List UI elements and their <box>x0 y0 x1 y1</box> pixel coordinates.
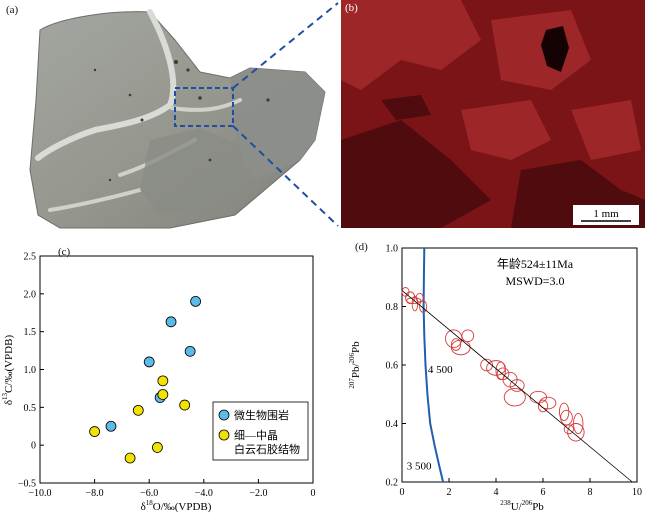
y-tick-label-d: 1.0 <box>386 244 399 255</box>
data-ellipse <box>558 402 570 422</box>
data-ellipse <box>573 412 584 435</box>
x-axis-label-c: δ18O/‰(VPDB) <box>141 499 212 513</box>
rock-speckles <box>93 60 270 182</box>
x-axis-label-d: 238U/206Pb <box>500 499 544 513</box>
zoom-line-bottom <box>232 125 339 227</box>
rock-slab <box>29 11 326 229</box>
x-tick-label-c: −6.0 <box>140 488 158 499</box>
legend-label-dolomite-1: 细—中晶 <box>234 429 278 442</box>
data-ellipse <box>563 424 575 435</box>
rock-right-lobe <box>230 68 325 180</box>
data-ellipse <box>509 379 525 392</box>
x-tick-label-d: 8 <box>588 487 593 498</box>
cl-image: 1 mm <box>341 0 645 228</box>
data-ellipse <box>537 399 549 413</box>
point-microbial <box>184 345 196 357</box>
data-ellipse <box>529 390 547 404</box>
y-tick-label-c: 0 <box>31 441 36 452</box>
legend-box <box>212 401 309 461</box>
x-tick-label-d: 0 <box>400 487 405 498</box>
point-dolomite <box>179 399 191 411</box>
x-tick-label-c: −2.0 <box>249 488 267 499</box>
x-tick-label-d: 4 <box>494 487 499 498</box>
concordia-age-label: 4 500 <box>428 364 453 376</box>
point-dolomite <box>132 404 144 416</box>
point-dolomite <box>157 375 169 387</box>
panel-label-d: (d) <box>355 241 368 253</box>
age-annotation: 年龄524±11Ma <box>497 257 574 271</box>
panel-label-b: (b) <box>345 2 358 14</box>
point-dolomite <box>151 442 163 453</box>
zoom-line-top <box>232 2 339 89</box>
data-ellipse <box>539 396 557 410</box>
y-tick-label-d: 0.6 <box>386 361 399 372</box>
x-tick-label-d: 2 <box>447 487 452 498</box>
legend-label-dolomite-2: 白云石胶结物 <box>234 442 300 456</box>
data-ellipse <box>445 329 463 348</box>
point-dolomite <box>89 426 100 437</box>
data-ellipse <box>461 329 475 343</box>
legend-marker-microbial <box>218 409 230 421</box>
mswd-annotation: MSWD=3.0 <box>505 274 564 288</box>
regression-line <box>401 290 633 483</box>
y-tick-label-c: 1.0 <box>24 365 37 376</box>
x-tick-label-d: 6 <box>541 487 546 498</box>
y-tick-label-d: 0.8 <box>386 302 399 313</box>
y-axis-label-c: δ13C/‰(VPDB) <box>1 335 15 406</box>
data-ellipse <box>567 423 585 442</box>
panel-label-a: (a) <box>6 4 19 16</box>
y-tick-label-c: −0.5 <box>18 479 36 490</box>
y-tick-label-c: 1.5 <box>24 327 37 338</box>
legend-marker-dolomite <box>218 429 230 441</box>
x-tick-label-c: −4.0 <box>195 488 213 499</box>
data-ellipse <box>495 361 506 381</box>
point-microbial <box>190 296 202 307</box>
data-ellipse <box>480 358 493 372</box>
u-pb-concordia-chart: 0 2 4 6 8 10 0.2 0.4 0.6 0.8 1.0 4 500 3 500 年龄524… <box>348 244 642 514</box>
laminated-zone <box>140 128 245 215</box>
zoom-box <box>174 87 234 127</box>
cl-dark-grains <box>341 95 645 228</box>
panel-label-c: (c) <box>58 246 71 258</box>
isotope-scatter-chart: −10.0 −8.0 −6.0 −4.0 −2.0 0 −0.5 0 0.5 1.0 1.5 2.0… <box>1 252 316 514</box>
x-tick-label-c: −10.0 <box>28 488 51 499</box>
y-tick-label-d: 0.2 <box>386 478 399 489</box>
data-ellipse <box>406 297 422 305</box>
y-tick-label-c: 2.5 <box>24 252 37 263</box>
x-tick-label-c: −8.0 <box>86 488 104 499</box>
scale-bar-label: 1 mm <box>593 208 619 220</box>
point-dolomite <box>124 452 136 464</box>
data-ellipse <box>560 409 573 426</box>
concordia-curve <box>422 247 445 483</box>
point-microbial <box>105 420 117 432</box>
scale-bar-box <box>573 205 639 225</box>
data-ellipse <box>419 300 428 313</box>
data-ellipse <box>450 338 462 351</box>
legend-label-microbial: 微生物围岩 <box>234 408 289 422</box>
y-tick-label-d: 0.4 <box>386 419 399 430</box>
cl-black-pore <box>541 26 569 72</box>
point-dolomite <box>157 389 169 400</box>
y-axis-label-d: 207Pb/206Pb <box>348 341 362 389</box>
point-microbial <box>165 316 177 328</box>
data-ellipse <box>503 387 526 407</box>
concordia-age-label: 3 500 <box>407 461 432 473</box>
x-tick-label-c: 0 <box>311 488 316 499</box>
y-tick-label-c: 0.5 <box>24 403 37 414</box>
x-tick-label-d: 10 <box>632 487 642 498</box>
point-microbial <box>143 356 155 368</box>
white-vein-main <box>35 9 177 161</box>
rock-photo <box>29 2 339 229</box>
y-tick-label-c: 2.0 <box>24 289 37 300</box>
